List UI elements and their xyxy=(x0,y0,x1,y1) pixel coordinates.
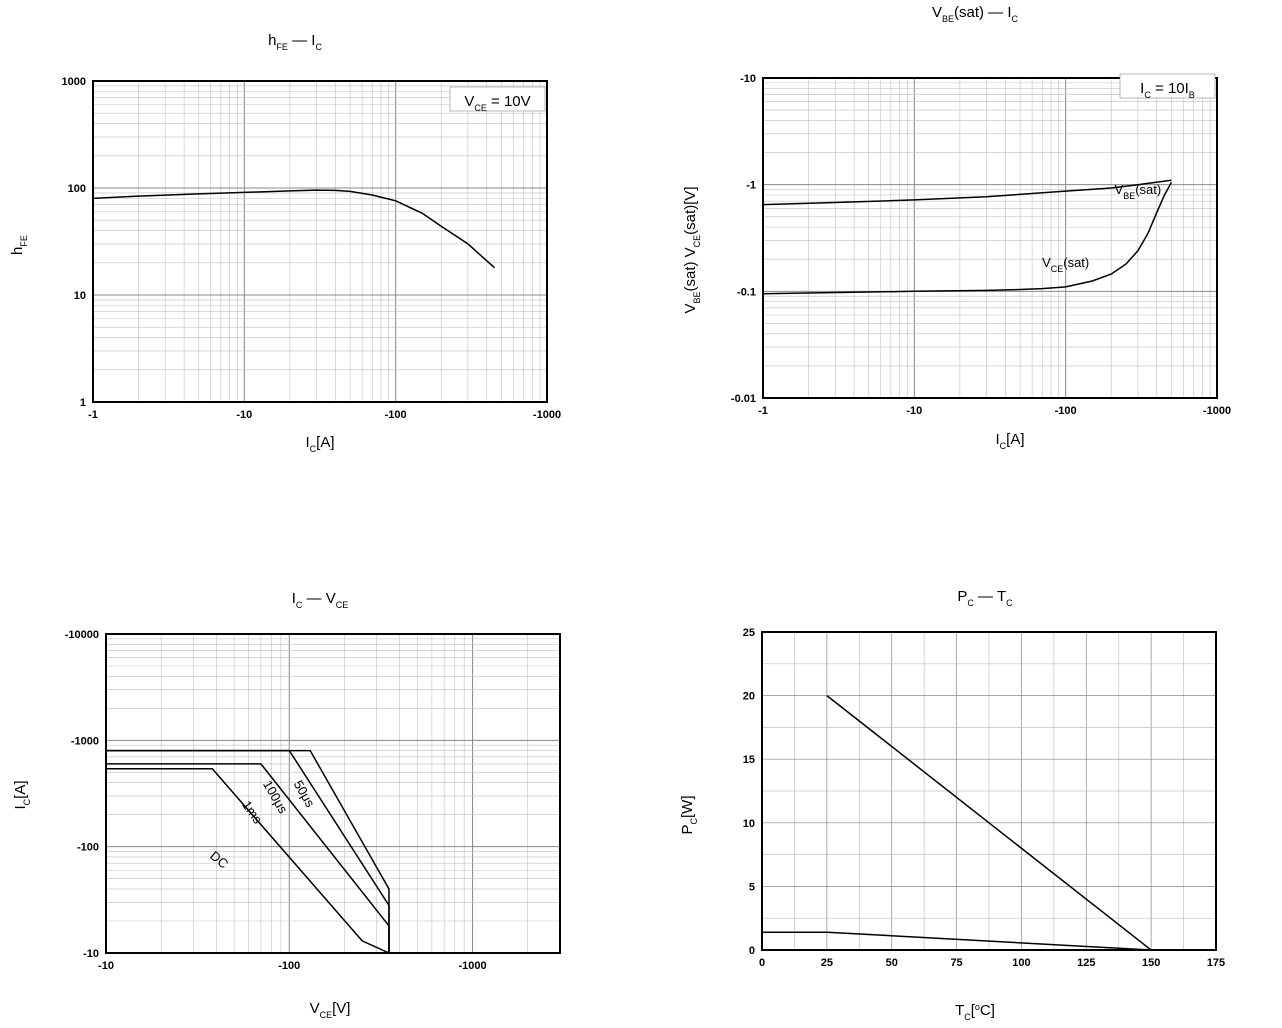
hfe-chart-title: hFE — IC xyxy=(268,32,322,52)
hfe-plot-frame xyxy=(92,80,548,403)
hfe-grid xyxy=(93,81,547,402)
soa-series-line-0 xyxy=(106,768,390,953)
hfe-x-axis-label: IC[A] xyxy=(305,434,334,454)
saturation-voltage-chart: -1 -10 -100 -1000 -0.01 -0.1 -1 -10 VBE(sat) — I… xyxy=(682,4,1231,451)
pc-x-tick-label: 75 xyxy=(950,957,962,969)
pc-series-line-1 xyxy=(762,931,1152,950)
soa-x-axis-label: VCE[V] xyxy=(310,1000,351,1020)
hfe-y-tick-label: 100 xyxy=(68,183,86,195)
pc-y-tick-label: 10 xyxy=(743,818,755,830)
safe-operating-area-chart: -10 -100 -1000 -10 -100 -1000 -10000 IC — VCE VC… xyxy=(12,590,561,1020)
pc-x-tick-label: 150 xyxy=(1142,957,1160,969)
soa-y-axis-label: IC[A] xyxy=(12,780,32,809)
sat-y-tick-label: -1 xyxy=(746,180,756,192)
pc-x-tick-label: 25 xyxy=(821,957,833,969)
pc-x-axis-label: TC[oC] xyxy=(955,1002,995,1022)
hfe-y-tick-label: 10 xyxy=(74,290,86,302)
soa-plot-frame xyxy=(105,633,561,954)
sat-y-axis-label: VBE(sat) VCE(sat)[V] xyxy=(682,186,702,313)
sat-series-label-vbe: VBE(sat) xyxy=(1115,182,1162,201)
hfe-y-axis-label: hFE xyxy=(9,235,29,255)
sat-y-tick-label: -0.1 xyxy=(737,286,756,298)
hfe-x-tick-label: -10 xyxy=(236,409,252,421)
pc-grid xyxy=(762,632,1216,950)
hfe-x-tick-label: -100 xyxy=(385,409,407,421)
pc-series-line-0 xyxy=(826,695,1152,950)
sat-y-tick-label: -10 xyxy=(740,73,756,85)
soa-series-label-1: 1ms xyxy=(239,798,266,827)
soa-x-tick-label: -10 xyxy=(98,960,114,972)
sat-series-label-vce: VCE(sat) xyxy=(1042,255,1089,274)
soa-y-tick-label: -100 xyxy=(77,842,99,854)
sat-x-tick-label: -1000 xyxy=(1203,405,1231,417)
soa-series-line-3 xyxy=(106,749,390,953)
soa-x-tick-label: -100 xyxy=(278,960,300,972)
soa-y-tick-label: -10 xyxy=(83,948,99,960)
hfe-y-tick-label: 1000 xyxy=(62,76,86,88)
soa-series-line-1 xyxy=(106,763,390,953)
pc-chart-title: PC — TC xyxy=(957,588,1013,608)
sat-annotation-box xyxy=(1119,73,1216,99)
soa-y-tick-label: -10000 xyxy=(65,629,99,641)
soa-grid xyxy=(106,634,560,953)
pc-y-tick-label: 0 xyxy=(749,945,755,957)
sat-series-group xyxy=(763,179,1173,295)
sat-plot-frame xyxy=(762,77,1218,399)
pc-x-tick-label: 175 xyxy=(1207,957,1225,969)
hfe-series-group xyxy=(93,189,496,269)
sat-x-tick-label: -1 xyxy=(758,405,768,417)
hfe-y-tick-label: 1 xyxy=(80,397,86,409)
pc-plot-frame xyxy=(761,631,1217,951)
hfe-vs-ic-chart: -1 -10 -100 -1000 1 10 100 1000 hFE — IC IC[A] hFE… xyxy=(9,32,561,454)
pc-y-tick-label: 15 xyxy=(743,754,755,766)
soa-chart-title: IC — VCE xyxy=(292,590,349,610)
sat-x-tick-label: -10 xyxy=(906,405,922,417)
pc-y-tick-label: 25 xyxy=(743,627,755,639)
pc-x-tick-label: 0 xyxy=(759,957,765,969)
pc-x-tick-label: 100 xyxy=(1012,957,1030,969)
pc-x-tick-label: 50 xyxy=(886,957,898,969)
sat-chart-title: VBE(sat) — IC xyxy=(932,4,1019,24)
hfe-annotation-box xyxy=(449,86,546,112)
pc-y-tick-label: 20 xyxy=(743,691,755,703)
power-derating-chart: 0 25 50 75 100 125 150 175 0 5 10 15 20 25 PC — TC TC[o… xyxy=(679,588,1225,1022)
sat-x-tick-label: -100 xyxy=(1055,405,1077,417)
hfe-x-tick-label: -1 xyxy=(88,409,98,421)
pc-y-tick-label: 5 xyxy=(749,881,755,893)
soa-series-group xyxy=(106,749,390,953)
pc-y-axis-label: PC[W] xyxy=(679,795,699,834)
sat-series-line-1 xyxy=(763,182,1173,295)
sat-grid xyxy=(763,78,1217,398)
sat-annotation: IC = 10IB xyxy=(1140,80,1195,100)
soa-y-tick-label: -1000 xyxy=(71,735,99,747)
pc-x-tick-label: 125 xyxy=(1077,957,1095,969)
sat-series-line-0 xyxy=(763,179,1172,206)
sat-x-axis-label: IC[A] xyxy=(995,431,1024,451)
soa-x-tick-label: -1000 xyxy=(458,960,486,972)
hfe-annotation: VCE = 10V xyxy=(464,93,530,113)
sat-y-tick-label: -0.01 xyxy=(731,393,756,405)
hfe-x-tick-label: -1000 xyxy=(533,409,561,421)
pc-series-group xyxy=(762,695,1152,950)
hfe-series-line-0 xyxy=(93,189,496,269)
